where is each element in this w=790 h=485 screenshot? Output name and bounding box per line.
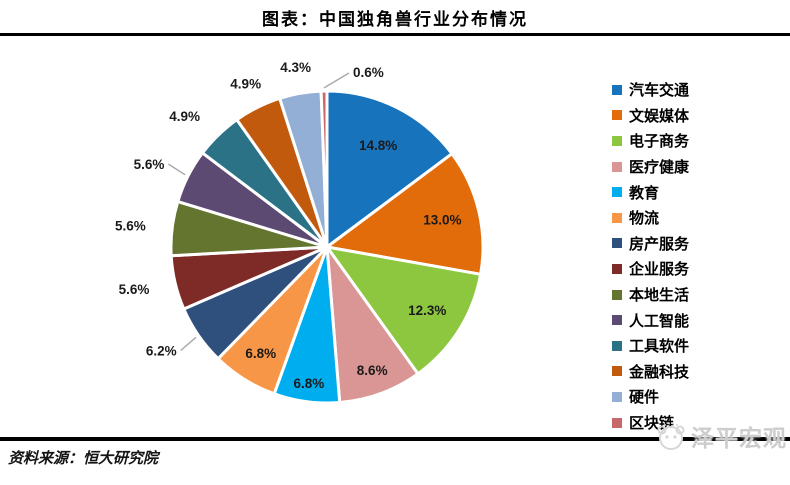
legend-label: 教育: [629, 184, 660, 202]
legend-label: 汽车交通: [629, 82, 690, 100]
legend-label: 医疗健康: [629, 159, 690, 177]
pie-slice-医疗健康: [325, 245, 420, 404]
pie-label-金融科技: 4.9%: [230, 77, 261, 92]
legend-label: 企业服务: [629, 261, 690, 279]
pie-label-教育: 6.8%: [294, 376, 325, 391]
legend-label: 工具软件: [629, 338, 690, 356]
legend-label: 文娱媒体: [629, 107, 690, 125]
legend-swatch: [612, 315, 622, 326]
legend-swatch: [612, 366, 622, 377]
legend-swatch: [612, 289, 622, 300]
legend-label: 人工智能: [629, 312, 690, 330]
legend-item-文娱媒体: 文娱媒体: [612, 103, 787, 129]
legend-item-医疗健康: 医疗健康: [612, 154, 787, 180]
footer-divider: [0, 437, 790, 441]
pie-label-企业服务: 5.6%: [119, 282, 150, 297]
watermark-logo-icon: [657, 422, 685, 450]
pie-label-leader-line: [180, 336, 197, 352]
pie-label-文娱媒体: 13.0%: [423, 213, 461, 228]
legend-swatch: [612, 391, 622, 402]
title-divider: [0, 33, 790, 36]
pie-label-leader-line: [323, 72, 350, 89]
pie-label-房产服务: 6.2%: [146, 344, 177, 359]
legend-item-工具软件: 工具软件: [612, 333, 787, 359]
legend-label: 金融科技: [629, 363, 690, 381]
pie-slice-汽车交通: [325, 89, 454, 249]
pie-slice-电子商务: [325, 245, 483, 376]
legend-item-企业服务: 企业服务: [612, 256, 787, 282]
legend-swatch: [612, 212, 622, 223]
legend-swatch: [612, 187, 622, 198]
legend-swatch: [612, 110, 622, 121]
legend-item-汽车交通: 汽车交通: [612, 77, 787, 103]
pie-label-医疗健康: 8.6%: [357, 363, 388, 378]
legend-item-物流: 物流: [612, 205, 787, 231]
legend-swatch: [612, 135, 622, 146]
pie-label-本地生活: 5.6%: [115, 218, 146, 233]
watermark: 泽平宏观: [654, 419, 787, 453]
legend-label: 房产服务: [629, 235, 690, 253]
legend-item-区块链: 区块链: [612, 410, 787, 436]
pie-label-区块链: 0.6%: [353, 65, 384, 80]
legend-label: 电子商务: [629, 133, 690, 151]
pie-label-工具软件: 4.9%: [169, 109, 200, 124]
legend-label: 本地生活: [629, 287, 690, 305]
pie-slice-文娱媒体: [325, 152, 485, 276]
legend-item-教育: 教育: [612, 179, 787, 205]
watermark-text: 泽平宏观: [691, 425, 787, 451]
legend-label: 硬件: [629, 389, 660, 407]
legend-swatch: [612, 340, 622, 351]
chart-title: 图表：中国独角兽行业分布情况: [262, 10, 528, 29]
legend-item-金融科技: 金融科技: [612, 359, 787, 385]
pie-slice-区块链: [319, 89, 329, 249]
legend-label: 区块链: [629, 415, 675, 433]
pie-label-电子商务: 12.3%: [408, 303, 446, 318]
legend-item-电子商务: 电子商务: [612, 128, 787, 154]
legend-item-本地生活: 本地生活: [612, 282, 787, 308]
pie-label-人工智能: 5.6%: [134, 157, 165, 172]
legend-swatch: [612, 84, 622, 95]
chart-legend: 汽车交通文娱媒体电子商务医疗健康教育物流房产服务企业服务本地生活人工智能工具软件…: [612, 77, 787, 435]
legend-item-人工智能: 人工智能: [612, 307, 787, 333]
pie-label-汽车交通: 14.8%: [359, 138, 397, 153]
legend-swatch: [612, 161, 622, 172]
pie-label-leader-line: [168, 163, 186, 176]
legend-item-房产服务: 房产服务: [612, 231, 787, 257]
legend-label: 物流: [629, 210, 660, 228]
legend-swatch: [612, 238, 622, 249]
pie-label-硬件: 4.3%: [280, 60, 311, 75]
legend-item-硬件: 硬件: [612, 384, 787, 410]
legend-swatch: [612, 263, 622, 274]
legend-swatch: [612, 417, 622, 428]
source-note: 资料来源：恒大研究院: [8, 450, 159, 467]
pie-label-物流: 6.8%: [245, 346, 276, 361]
